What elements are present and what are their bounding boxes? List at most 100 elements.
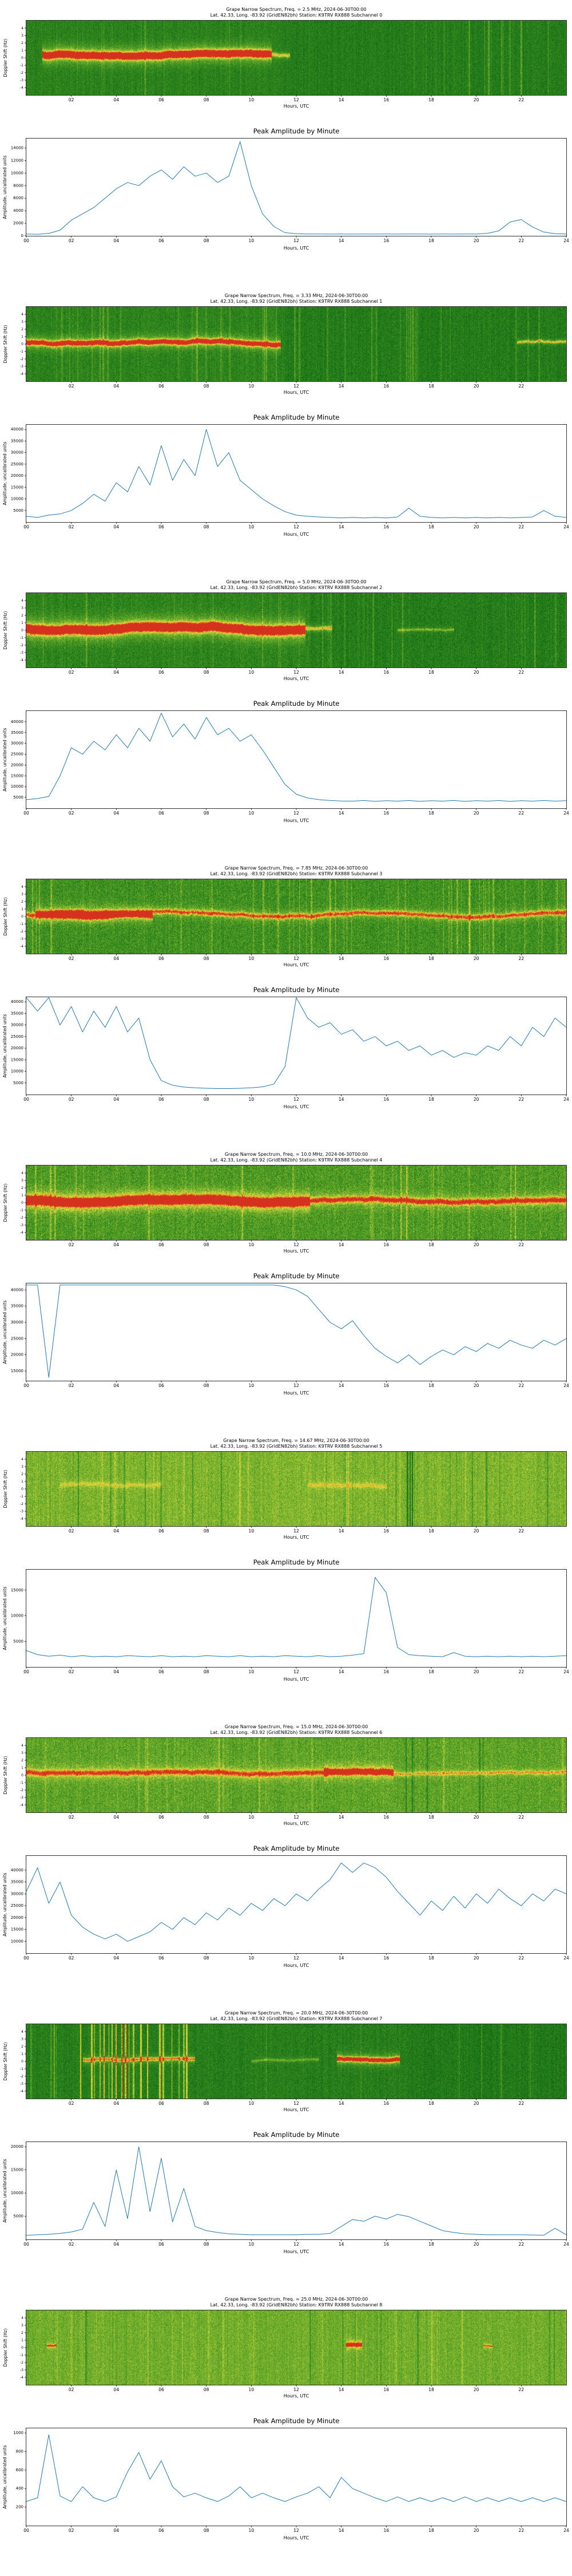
svg-text:12: 12	[293, 956, 299, 961]
line-chart-xlabel: Hours, UTC	[284, 1963, 309, 1968]
svg-text:35000: 35000	[11, 730, 23, 735]
svg-text:15000: 15000	[11, 1369, 23, 1373]
svg-text:25000: 25000	[11, 752, 23, 757]
svg-text:14: 14	[339, 1815, 344, 1820]
svg-text:1: 1	[21, 2052, 23, 2056]
spectrogram-frame	[26, 2024, 567, 2099]
spectrogram-title-line1: Grape Narrow Spectrum, Freq. = 25.0 MHz,…	[224, 2297, 368, 2302]
svg-text:20: 20	[474, 1383, 479, 1388]
svg-text:-1: -1	[20, 636, 23, 640]
svg-text:06: 06	[158, 1815, 164, 1820]
line-chart-ylabel: Amplitude, uncalibrated units	[2, 1014, 7, 1077]
svg-text:24: 24	[563, 238, 569, 243]
svg-text:14: 14	[339, 2101, 344, 2106]
subchannel-panel: Grape Narrow Spectrum, Freq. = 25.0 MHz,…	[0, 2290, 572, 2576]
spectrogram-frame	[26, 879, 567, 954]
svg-text:4: 4	[21, 2316, 23, 2320]
svg-text:1: 1	[21, 49, 23, 53]
svg-text:14000: 14000	[11, 145, 23, 150]
svg-text:200: 200	[16, 2505, 23, 2510]
svg-text:06: 06	[158, 384, 164, 389]
svg-text:40000: 40000	[11, 720, 23, 724]
spectrogram-figure: Grape Narrow Spectrum, Freq. = 25.0 MHz,…	[0, 2296, 572, 2402]
svg-text:24: 24	[563, 811, 569, 816]
svg-text:15000: 15000	[11, 1588, 23, 1593]
spectrogram-title-line2: Lat. 42.33, Long. -83.92 (GridEN82bh) St…	[210, 299, 383, 304]
svg-text:10000: 10000	[11, 2191, 23, 2195]
svg-text:04: 04	[114, 384, 120, 389]
svg-text:16: 16	[384, 2387, 390, 2392]
svg-text:06: 06	[158, 1669, 164, 1674]
svg-text:2: 2	[21, 2331, 23, 2335]
svg-text:35000: 35000	[11, 1304, 23, 1309]
svg-text:22: 22	[519, 2242, 525, 2247]
svg-text:22: 22	[519, 2387, 525, 2392]
svg-text:12000: 12000	[11, 158, 23, 163]
svg-text:5000: 5000	[13, 1639, 23, 1643]
svg-text:10: 10	[249, 238, 255, 243]
svg-text:30000: 30000	[11, 1891, 23, 1896]
svg-text:20: 20	[474, 1097, 479, 1102]
svg-text:14: 14	[339, 1383, 344, 1388]
line-chart-title: Peak Amplitude by Minute	[253, 2131, 340, 2139]
subchannel-panel: Grape Narrow Spectrum, Freq. = 5.0 MHz, …	[0, 572, 572, 859]
svg-text:-3: -3	[20, 937, 23, 941]
svg-text:12: 12	[293, 1669, 299, 1674]
spectrogram-title-line1: Grape Narrow Spectrum, Freq. = 20.0 MHz,…	[224, 2010, 368, 2016]
svg-text:15000: 15000	[11, 773, 23, 778]
svg-text:12: 12	[293, 1955, 299, 1961]
svg-text:22: 22	[519, 1528, 525, 1534]
spectrogram-figure: Grape Narrow Spectrum, Freq. = 10.0 MHz,…	[0, 1151, 572, 1257]
svg-text:10000: 10000	[11, 497, 23, 501]
svg-text:04: 04	[114, 670, 120, 675]
amplitude-series	[26, 429, 567, 519]
svg-text:18: 18	[428, 2528, 434, 2533]
svg-text:18: 18	[428, 97, 434, 102]
svg-text:3: 3	[21, 1465, 23, 1469]
svg-text:6000: 6000	[13, 196, 23, 200]
svg-text:22: 22	[519, 811, 525, 816]
svg-text:02: 02	[69, 2101, 74, 2106]
svg-text:-2: -2	[20, 357, 23, 361]
subchannel-panel: Grape Narrow Spectrum, Freq. = 7.85 MHz,…	[0, 859, 572, 1145]
svg-text:4000: 4000	[13, 208, 23, 213]
svg-text:00: 00	[23, 2528, 29, 2533]
amplitude-series	[26, 2434, 567, 2502]
svg-text:24: 24	[563, 1383, 569, 1388]
svg-text:12: 12	[293, 1097, 299, 1102]
line-chart-frame	[26, 1569, 567, 1668]
svg-text:-4: -4	[20, 658, 23, 662]
spectrogram-xlabel: Hours, UTC	[284, 962, 309, 967]
svg-text:16: 16	[384, 1815, 390, 1820]
spectrogram-xlabel: Hours, UTC	[284, 2107, 309, 2112]
svg-text:16: 16	[384, 670, 390, 675]
svg-text:-4: -4	[20, 2376, 23, 2380]
svg-text:20: 20	[474, 2242, 479, 2247]
spectrogram-figure: Grape Narrow Spectrum, Freq. = 7.85 MHz,…	[0, 864, 572, 971]
svg-text:35000: 35000	[11, 1880, 23, 1884]
spectrogram-title-line2: Lat. 42.33, Long. -83.92 (GridEN82bh) St…	[210, 1157, 383, 1163]
line-chart-frame	[26, 2142, 567, 2240]
spectrogram-heatmap	[26, 307, 566, 381]
svg-text:40000: 40000	[11, 427, 23, 432]
svg-text:08: 08	[204, 1528, 209, 1534]
svg-text:10000: 10000	[11, 1939, 23, 1943]
svg-text:06: 06	[158, 2101, 164, 2106]
spectrogram-ylabel: Doppler Shift (Hz)	[3, 38, 8, 77]
svg-text:20: 20	[474, 1528, 479, 1534]
line-chart-xlabel: Hours, UTC	[284, 1390, 309, 1396]
spectrogram-xlabel: Hours, UTC	[284, 1821, 309, 1826]
svg-text:30000: 30000	[11, 1320, 23, 1325]
svg-text:35000: 35000	[11, 438, 23, 443]
svg-text:4: 4	[21, 1457, 23, 1461]
svg-text:2: 2	[21, 41, 23, 45]
svg-text:40000: 40000	[11, 1868, 23, 1872]
svg-text:12: 12	[293, 1528, 299, 1534]
peak-amplitude-chart: Peak Amplitude by Minute 00 02 04 06 08 10 12 14…	[2, 2417, 569, 2541]
svg-text:02: 02	[69, 811, 74, 816]
svg-text:4: 4	[21, 885, 23, 889]
line-chart-frame	[26, 138, 567, 236]
spectrogram-figure: Grape Narrow Spectrum, Freq. = 3.33 MHz,…	[0, 292, 572, 398]
svg-text:12: 12	[293, 2101, 299, 2106]
svg-text:600: 600	[16, 2468, 23, 2472]
